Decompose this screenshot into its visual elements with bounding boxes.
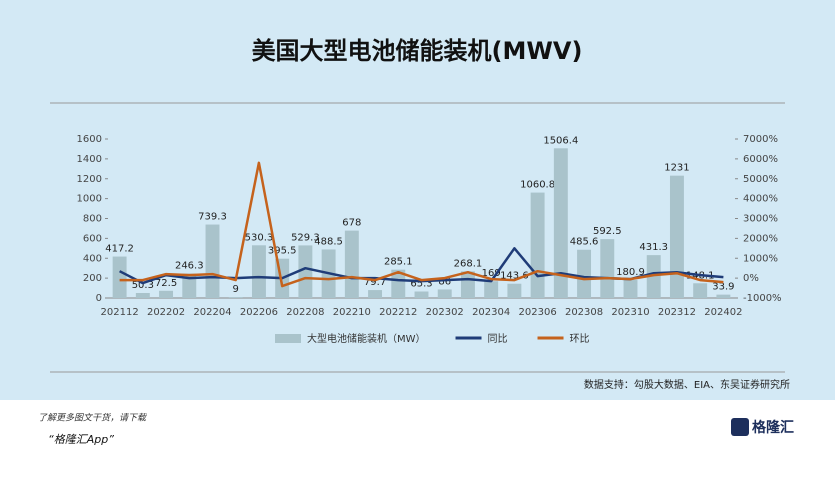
value-label: 678 <box>342 218 361 229</box>
bar <box>298 245 313 298</box>
x-tick-label: 202302 <box>426 307 464 318</box>
y-tick-label: 1400 <box>77 154 102 165</box>
bar <box>693 283 708 298</box>
value-label: 530.3 <box>245 232 274 243</box>
y-tick-label: 800 <box>83 214 102 225</box>
value-label: 1060.8 <box>520 180 555 191</box>
value-label: 143.6 <box>500 271 529 282</box>
x-tick-label: 202304 <box>472 307 510 318</box>
value-label: 1506.4 <box>543 135 578 146</box>
bar <box>623 280 638 298</box>
bar <box>577 249 592 298</box>
bar <box>182 273 197 298</box>
value-label: 417.2 <box>105 244 134 255</box>
y2-tick-label: 3000% <box>743 214 778 225</box>
legend-swatch <box>275 334 301 343</box>
value-label: 33.9 <box>712 282 734 293</box>
value-label: 169 <box>482 268 501 279</box>
x-tick-label: 202308 <box>565 307 603 318</box>
app-text: “格隆汇App” <box>48 433 114 446</box>
x-tick-label: 202402 <box>704 307 742 318</box>
bar <box>159 290 174 298</box>
chart-title: 美国大型电池储能装机(MWV) <box>252 37 583 65</box>
x-tick-label: 202306 <box>519 307 557 318</box>
y2-tick-label: 1000% <box>743 253 778 264</box>
y-tick-label: 600 <box>83 233 102 244</box>
value-label: 285.1 <box>384 257 413 268</box>
y-tick-label: 200 <box>83 273 102 284</box>
x-tick-label: 202206 <box>240 307 278 318</box>
y-tick-label: 1600 <box>77 134 102 145</box>
promo-text: 了解更多图文干货，请下载 <box>38 413 147 424</box>
bar <box>391 269 406 298</box>
bar <box>460 271 475 298</box>
y-tick-label: 1200 <box>77 174 102 185</box>
bar <box>205 224 220 298</box>
bar <box>716 294 731 298</box>
x-tick-label: 202312 <box>658 307 696 318</box>
line <box>119 161 724 288</box>
bar <box>646 255 661 298</box>
x-tick-label: 202112 <box>101 307 139 318</box>
legend-label: 环比 <box>570 333 590 345</box>
value-label: 739.3 <box>198 212 227 223</box>
bar <box>228 297 243 298</box>
x-tick-label: 202208 <box>286 307 324 318</box>
value-label: 1231 <box>664 163 689 174</box>
x-tick-label: 202204 <box>193 307 231 318</box>
legend-label: 同比 <box>488 333 508 345</box>
bar <box>437 289 452 298</box>
x-tick-label: 202212 <box>379 307 417 318</box>
logo-icon <box>731 418 749 436</box>
bar <box>507 283 522 298</box>
value-label: 395.5 <box>268 246 297 257</box>
bar <box>530 192 545 298</box>
bar <box>344 230 359 298</box>
bar <box>368 290 383 298</box>
brand: 格隆汇 <box>752 419 794 436</box>
y-tick-label: 400 <box>83 253 102 264</box>
bar <box>135 293 150 298</box>
value-label: 485.6 <box>570 237 599 248</box>
y2-tick-label: 0% <box>743 273 759 284</box>
y2-tick-label: -1000% <box>743 293 782 304</box>
y2-tick-label: 4000% <box>743 194 778 205</box>
background <box>0 0 835 400</box>
x-tick-label: 202202 <box>147 307 185 318</box>
value-label: 431.3 <box>639 242 668 253</box>
bar <box>669 175 684 298</box>
value-label: 9 <box>233 284 239 295</box>
value-label: 529.3 <box>291 232 320 243</box>
bar <box>251 245 266 298</box>
y-tick-label: 0 <box>96 293 102 304</box>
y-tick-label: 1000 <box>77 194 102 205</box>
y2-tick-label: 2000% <box>743 233 778 244</box>
value-label: 488.5 <box>314 236 343 247</box>
bar <box>553 148 568 298</box>
value-label: 268.1 <box>454 258 483 269</box>
value-label: 65.3 <box>410 279 432 290</box>
y2-tick-label: 5000% <box>743 174 778 185</box>
y2-tick-label: 6000% <box>743 154 778 165</box>
value-label: 86 <box>438 276 451 287</box>
value-label: 72.5 <box>155 278 177 289</box>
value-label: 180.9 <box>616 267 645 278</box>
footer-background <box>0 400 835 483</box>
x-tick-label: 202210 <box>333 307 371 318</box>
bar <box>414 291 429 298</box>
value-label: 50.3 <box>132 280 154 291</box>
bar <box>484 281 499 298</box>
source: 数据支持：勾股大数据、EIA、东吴证券研究所 <box>584 378 790 391</box>
value-label: 79.7 <box>364 277 386 288</box>
legend-label: 大型电池储能装机（MW） <box>307 332 426 345</box>
y2-tick-label: 7000% <box>743 134 778 145</box>
bar <box>600 239 615 298</box>
x-tick-label: 202310 <box>611 307 649 318</box>
value-label: 592.5 <box>593 226 622 237</box>
value-label: 246.3 <box>175 261 204 272</box>
bar <box>112 256 127 298</box>
